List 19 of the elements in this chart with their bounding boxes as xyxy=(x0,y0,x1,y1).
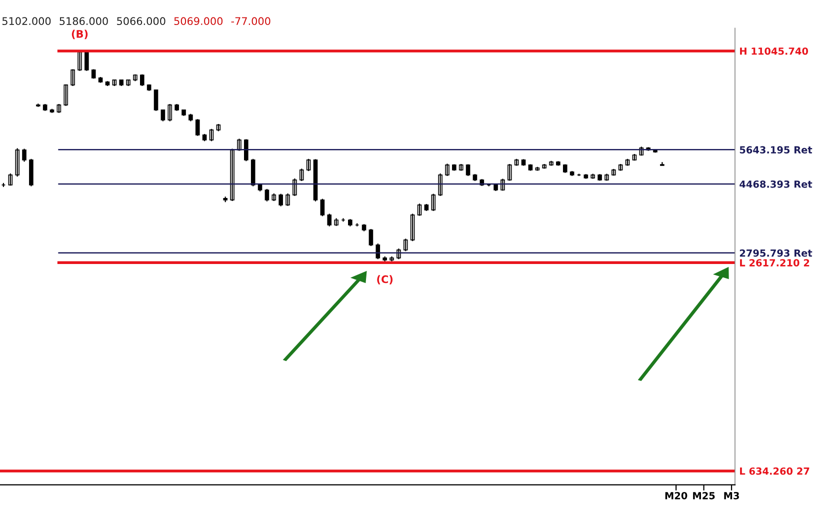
x-tick-label: M25 xyxy=(693,492,715,500)
text: 5102.000 xyxy=(2,17,51,26)
x-tick-label: M3 xyxy=(724,492,739,500)
candlestick xyxy=(36,103,40,108)
annotation: (C) xyxy=(377,275,393,284)
y-tick-label: 2795.793 Ret xyxy=(740,249,812,257)
y-tick-label: H 11045.740 xyxy=(740,47,808,55)
text: 5186.000 xyxy=(60,17,108,26)
text: 5066.000 xyxy=(117,17,166,26)
annotation: (B) xyxy=(72,30,88,40)
candlestick xyxy=(660,162,664,166)
y-tick-label: 4468.393 Ret xyxy=(740,180,812,188)
candlestick xyxy=(223,196,228,203)
y-tick-label: 5643.195 Ret xyxy=(740,146,812,154)
text: 5069.000 xyxy=(174,17,223,26)
y-tick-label: L 2617.210 2 xyxy=(740,259,810,266)
x-tick-label: M20 xyxy=(665,492,688,500)
y-tick-label: L 634.260 27 xyxy=(740,467,810,475)
text: -77.000 xyxy=(231,17,270,26)
